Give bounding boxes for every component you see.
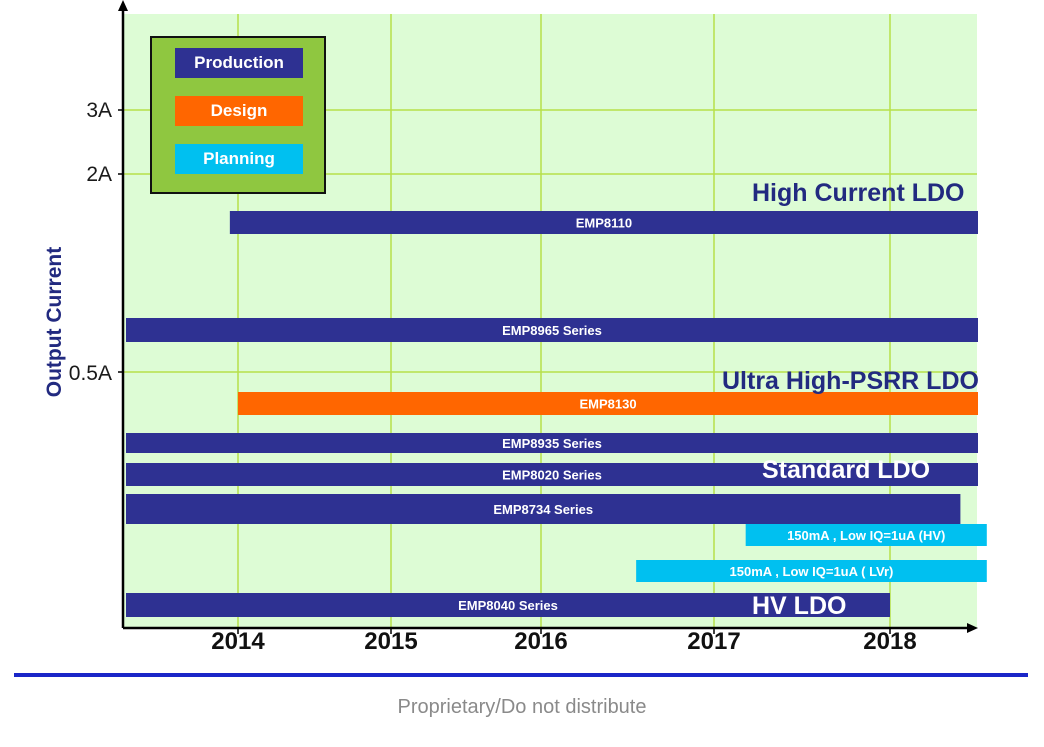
group-label-standard-ldo: Standard LDO	[762, 456, 931, 484]
legend-item-planning: Planning	[175, 144, 303, 174]
footer-text: Proprietary/Do not distribute	[397, 696, 647, 718]
bar	[126, 318, 978, 342]
x-axis-arrow	[967, 623, 978, 633]
bar	[636, 560, 987, 582]
bar	[745, 524, 987, 546]
legend-item-design: Design	[175, 96, 303, 126]
bar-label: EMP8734 Series	[493, 502, 593, 517]
group-label-high-current-ldo: High Current LDO	[752, 179, 965, 207]
x-tick-label: 2017	[687, 628, 741, 655]
group-label-ultra-high-psrr-ldo: Ultra High-PSRR LDO	[722, 367, 979, 395]
legend-item-production: Production	[175, 48, 303, 78]
x-tick-label: 2018	[863, 628, 917, 655]
bar-label: EMP8110	[576, 216, 632, 231]
y-tick-label: 3A	[86, 99, 112, 122]
legend: Production Design Planning	[150, 36, 326, 194]
bar	[126, 463, 978, 486]
bar	[238, 392, 978, 415]
x-tick-label: 2014	[211, 628, 265, 655]
y-tick-label: 2A	[86, 163, 112, 186]
bar-label: 150mA , Low IQ=1uA (HV)	[787, 528, 945, 543]
x-tick-label: 2016	[514, 628, 568, 655]
y-axis-label: Output Current	[43, 246, 66, 398]
bar	[126, 494, 961, 524]
bar-label: EMP8020 Series	[502, 468, 602, 483]
y-axis-arrow	[118, 0, 128, 11]
bar-label: EMP8935 Series	[502, 436, 602, 451]
y-tick-label: 0.5A	[68, 362, 112, 385]
bar	[126, 433, 978, 453]
bar	[126, 593, 890, 617]
bar-label: 150mA , Low IQ=1uA ( LVr)	[730, 564, 894, 579]
bar-label: EMP8040 Series	[458, 598, 558, 613]
bar	[229, 211, 978, 234]
footer-rule	[14, 673, 1028, 677]
group-label-hv-ldo: HV LDO	[752, 592, 847, 620]
bar-label: EMP8965 Series	[502, 323, 602, 338]
x-tick-label: 2015	[364, 628, 418, 655]
bar-label: EMP8130	[579, 397, 636, 412]
